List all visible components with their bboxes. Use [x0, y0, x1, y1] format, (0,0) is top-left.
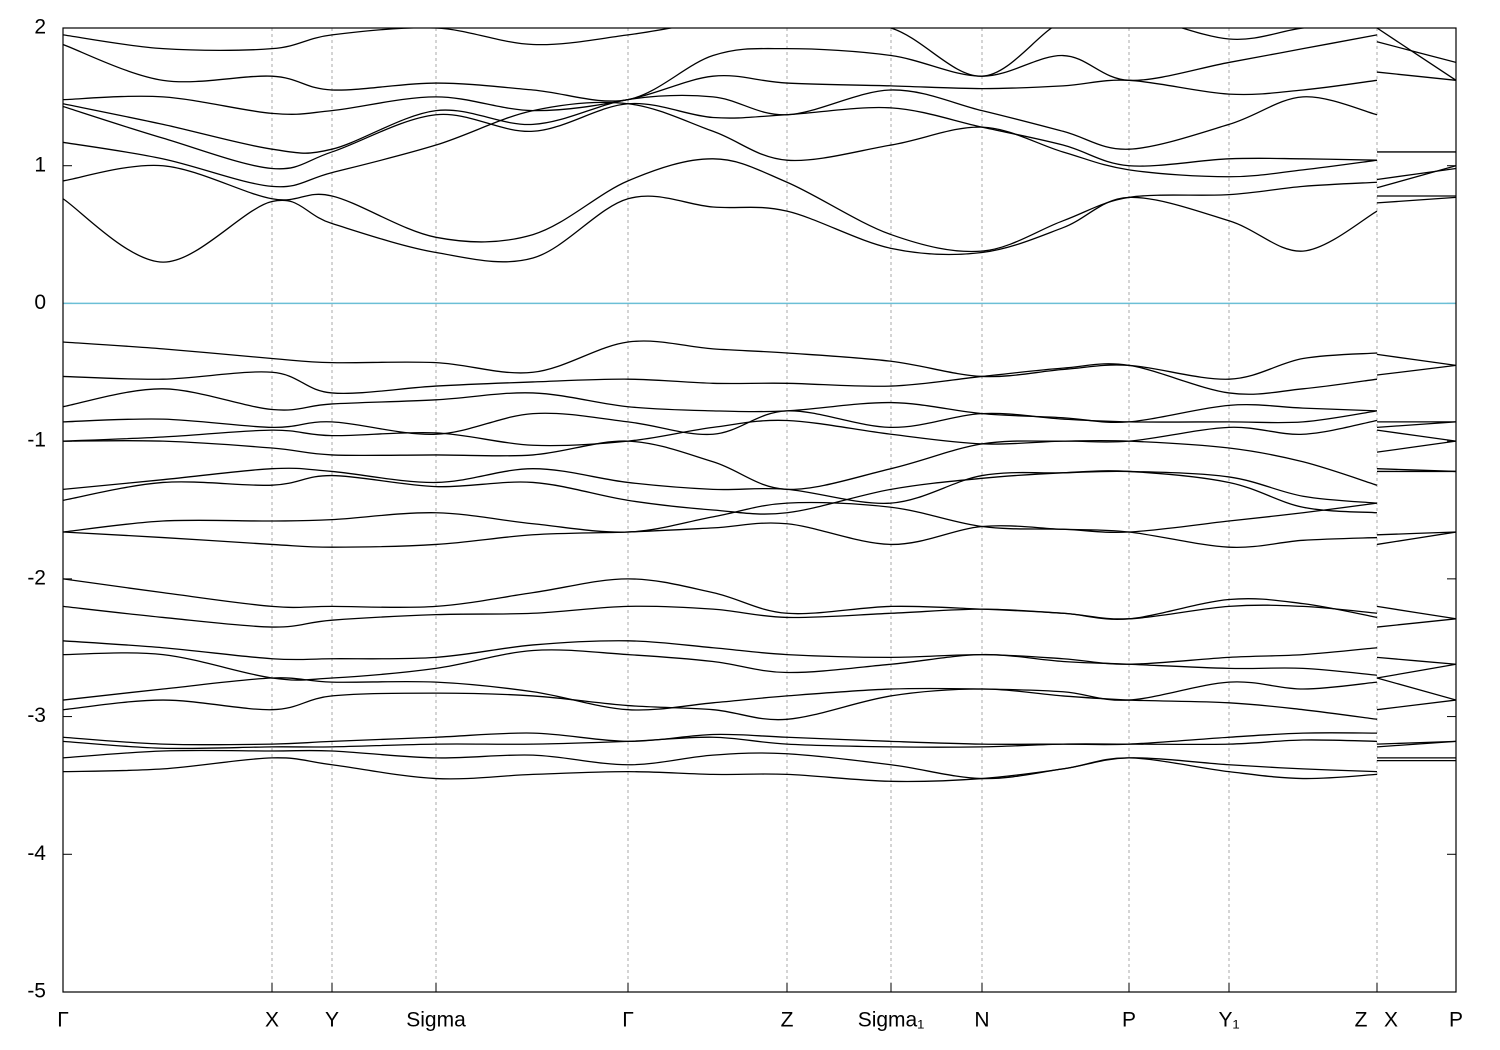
- band-line: [63, 34, 1456, 102]
- x-tick-label: Y₁: [1218, 1009, 1239, 1032]
- y-tick-label: -2: [27, 566, 46, 589]
- y-tick-label: 0: [34, 291, 46, 314]
- band-line: [63, 749, 1456, 780]
- y-tick-label: -3: [27, 704, 46, 727]
- x-tick-label: Sigma₁: [858, 1009, 925, 1032]
- band-line: [63, 195, 1456, 263]
- band-line: [63, 757, 1456, 783]
- x-tick-label: P: [1122, 1009, 1136, 1032]
- band-line: [63, 470, 1456, 515]
- y-tick-label: -5: [27, 980, 46, 1003]
- grid-layer: [62, 27, 1457, 993]
- bands-layer: [63, 28, 1456, 783]
- band-line: [63, 578, 1456, 620]
- band-line: [63, 158, 1456, 253]
- band-line: [63, 439, 1456, 490]
- band-line: [63, 410, 1456, 436]
- y-tick-label: 2: [34, 16, 46, 39]
- band-line: [63, 677, 1456, 711]
- y-tick-label: -1: [27, 429, 46, 452]
- band-line: [63, 419, 1456, 447]
- band-line: [63, 688, 1456, 721]
- x-tick-label: N: [974, 1009, 989, 1032]
- labels-layer: 210-1-2-3-4-5Γ X Y Sigma Γ Z Sigma₁ N P Y₁ Z X P: [27, 16, 1463, 1032]
- band-line: [63, 71, 1456, 115]
- x-tick-label: Y: [325, 1009, 339, 1032]
- y-tick-label: 1: [34, 153, 46, 176]
- band-line: [63, 640, 1456, 665]
- x-tick-label: P: [1449, 1009, 1463, 1032]
- band-line: [63, 501, 1456, 536]
- x-tick-label: X: [265, 1009, 279, 1032]
- x-tick-label: Sigma: [406, 1009, 466, 1032]
- band-line: [63, 102, 1456, 181]
- band-line: [63, 649, 1456, 681]
- x-tick-label: Z: [1355, 1009, 1368, 1032]
- band-line: [63, 340, 1456, 380]
- x-tick-label: Z: [781, 1009, 794, 1032]
- band-line: [63, 598, 1456, 628]
- y-tick-label: -4: [27, 842, 46, 865]
- plot-frame: [62, 27, 1457, 993]
- x-tick-label: Γ: [622, 1009, 634, 1032]
- band-line: [63, 101, 1456, 189]
- x-tick-label: X: [1384, 1009, 1398, 1032]
- x-tick-label: Γ: [57, 1009, 69, 1032]
- band-line: [63, 522, 1456, 549]
- band-line: [63, 89, 1456, 154]
- band-line: [63, 353, 1456, 395]
- band-line: [63, 28, 1456, 81]
- band-line: [63, 736, 1456, 750]
